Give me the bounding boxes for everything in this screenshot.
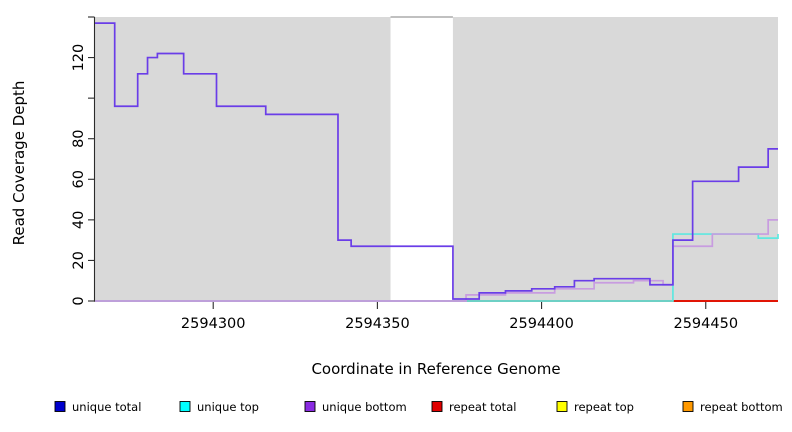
- series-line-unique-bottom: [95, 219, 778, 302]
- legend-item: unique bottom: [304, 400, 407, 414]
- y-tick-label: 20: [71, 251, 87, 269]
- x-axis-title: Coordinate in Reference Genome: [311, 360, 560, 378]
- legend-label: repeat bottom: [700, 400, 783, 414]
- y-tick-label: 60: [71, 170, 87, 188]
- x-tick-label: 2594300: [181, 316, 246, 332]
- legend-swatch-icon: [556, 401, 568, 412]
- y-axis-title: Read Coverage Depth: [10, 81, 28, 246]
- y-tick-label: 120: [71, 44, 87, 72]
- x-tick-label: 2594400: [509, 316, 574, 332]
- legend-item: repeat total: [431, 400, 516, 414]
- y-tick-label: 0: [71, 296, 87, 305]
- legend-item: unique top: [179, 400, 259, 414]
- y-axis: 0 20 40 60 80 120: [71, 16, 96, 306]
- legend: unique total unique top unique bottom repea…: [54, 400, 783, 414]
- legend-label: unique total: [72, 400, 141, 414]
- legend-swatch-icon: [54, 401, 66, 412]
- legend-swatch-icon: [682, 401, 694, 412]
- legend-label: repeat top: [574, 400, 634, 414]
- data-series-group: [95, 22, 779, 302]
- coverage-gap-region: [390, 16, 453, 301]
- legend-swatch-icon: [179, 401, 191, 412]
- series-line-unique-total: [95, 22, 778, 300]
- legend-label: unique bottom: [322, 400, 407, 414]
- legend-swatch-icon: [304, 401, 316, 412]
- x-tick-label: 2594450: [673, 316, 738, 332]
- legend-item: repeat top: [556, 400, 634, 414]
- legend-label: unique top: [197, 400, 259, 414]
- y-tick-label: 80: [71, 129, 87, 147]
- legend-item: unique total: [54, 400, 141, 414]
- legend-item: repeat bottom: [682, 400, 783, 414]
- legend-label: repeat total: [449, 400, 516, 414]
- legend-swatch-icon: [431, 401, 443, 412]
- y-tick-label: 40: [71, 211, 87, 229]
- x-tick-label: 2594350: [345, 316, 410, 332]
